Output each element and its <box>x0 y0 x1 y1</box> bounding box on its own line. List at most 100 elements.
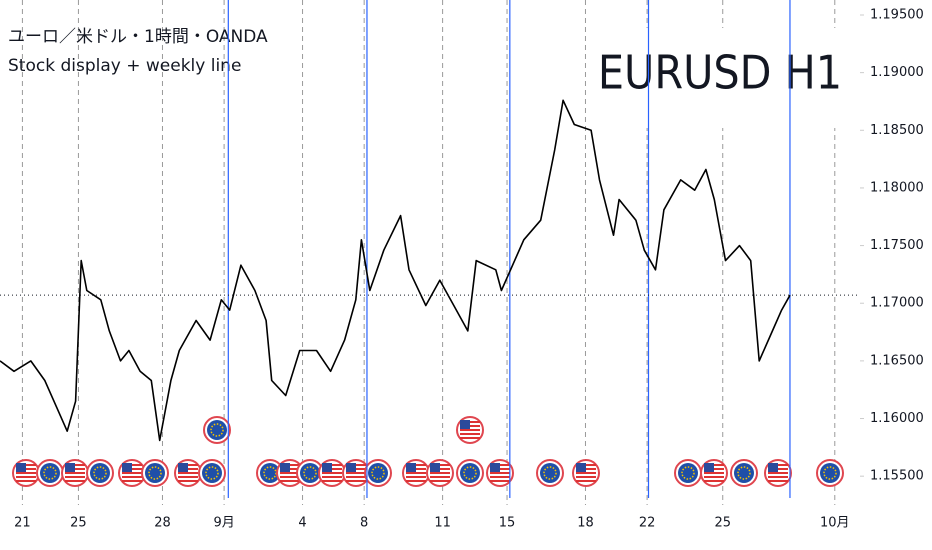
watermark-box <box>608 28 838 128</box>
flag-stripe <box>768 480 788 482</box>
flag-stripe <box>178 480 198 482</box>
flag-stripe <box>430 476 450 478</box>
flag-stripe <box>122 476 142 478</box>
flag-stripe <box>346 480 366 482</box>
x-tick-label: 28 <box>154 516 171 531</box>
eu-flag <box>260 463 280 483</box>
event-icons <box>12 416 844 487</box>
eu-stars <box>543 466 557 480</box>
flag-stripe <box>322 472 342 474</box>
eu-stars <box>681 466 695 480</box>
flag-canton <box>460 420 470 429</box>
flag-stripe <box>346 476 366 478</box>
flag-canton <box>576 463 586 472</box>
x-tick-label: 4 <box>298 516 306 531</box>
x-tick-label: 25 <box>714 516 731 531</box>
eu-flag <box>202 463 222 483</box>
flag-canton <box>65 463 75 472</box>
flag-stripe <box>122 480 142 482</box>
eu-flag <box>540 463 560 483</box>
flag-stripe <box>16 480 36 482</box>
x-tick-label: 11 <box>434 516 451 531</box>
flag-canton <box>122 463 132 472</box>
y-tick-label: 1.16500 <box>870 353 924 368</box>
eu-flag <box>145 463 165 483</box>
flag-stripe <box>576 472 596 474</box>
flag-stripe <box>704 480 724 482</box>
flag-stripe <box>65 480 85 482</box>
flag-stripe <box>704 476 724 478</box>
watermark: EURUSD H1 <box>598 46 842 100</box>
flag-stripe <box>322 480 342 482</box>
eu-flag <box>678 463 698 483</box>
chart-subtitle: Stock display + weekly line <box>8 56 241 76</box>
x-tick-label: 15 <box>499 516 516 531</box>
flag-stripe <box>768 472 788 474</box>
eu-flag <box>207 420 227 440</box>
eu-stars <box>148 466 162 480</box>
flag-stripe <box>704 472 724 474</box>
flag-canton <box>178 463 188 472</box>
flag-stripe <box>16 476 36 478</box>
x-tick-label: 18 <box>577 516 594 531</box>
flag-stripe <box>490 472 510 474</box>
flag-stripe <box>576 480 596 482</box>
y-tick-label: 1.15500 <box>870 469 924 484</box>
flag-stripe <box>65 472 85 474</box>
y-tick-label: 1.19500 <box>870 7 924 22</box>
eu-stars <box>93 466 107 480</box>
x-tick-label: 9月 <box>213 516 234 531</box>
eu-stars <box>205 466 219 480</box>
y-tick-label: 1.17500 <box>870 238 924 253</box>
eu-flag <box>368 463 388 483</box>
flag-stripe <box>65 476 85 478</box>
x-tick-label: 22 <box>639 516 656 531</box>
chart-title: ユーロ／米ドル・1時間・OANDA <box>8 27 268 47</box>
flag-stripe <box>460 437 480 439</box>
flag-stripe <box>768 476 788 478</box>
eu-stars <box>823 466 837 480</box>
flag-stripe <box>406 472 426 474</box>
flag-stripe <box>122 472 142 474</box>
y-tick-label: 1.18000 <box>870 180 924 195</box>
eu-flag <box>460 463 480 483</box>
flag-stripe <box>460 433 480 435</box>
flag-stripe <box>346 472 366 474</box>
y-tick-label: 1.19000 <box>870 65 924 80</box>
flag-stripe <box>406 476 426 478</box>
eu-flag <box>734 463 754 483</box>
flag-stripe <box>280 480 300 482</box>
flag-stripe <box>178 476 198 478</box>
flag-stripe <box>430 472 450 474</box>
flag-stripe <box>576 476 596 478</box>
flag-stripe <box>16 472 36 474</box>
flag-stripe <box>280 476 300 478</box>
y-tick-label: 1.18500 <box>870 123 924 138</box>
flag-canton <box>16 463 26 472</box>
x-tick-label: 8 <box>360 516 368 531</box>
eu-flag <box>820 463 840 483</box>
flag-stripe <box>490 480 510 482</box>
eu-stars <box>371 466 385 480</box>
x-tick-label: 25 <box>70 516 87 531</box>
flag-stripe <box>430 480 450 482</box>
eu-flag <box>300 463 320 483</box>
flag-canton <box>346 463 356 472</box>
eu-stars <box>43 466 57 480</box>
y-tick-label: 1.16000 <box>870 411 924 426</box>
x-tick-label: 10月 <box>820 516 850 531</box>
flag-canton <box>490 463 500 472</box>
flag-stripe <box>406 480 426 482</box>
x-tick-label: 21 <box>14 516 31 531</box>
eu-stars <box>210 423 224 437</box>
flag-stripe <box>280 472 300 474</box>
flag-canton <box>430 463 440 472</box>
flag-canton <box>322 463 332 472</box>
flag-canton <box>280 463 290 472</box>
eu-stars <box>737 466 751 480</box>
flag-stripe <box>322 476 342 478</box>
y-tick-label: 1.17000 <box>870 296 924 311</box>
eu-flag <box>90 463 110 483</box>
flag-stripe <box>460 429 480 431</box>
